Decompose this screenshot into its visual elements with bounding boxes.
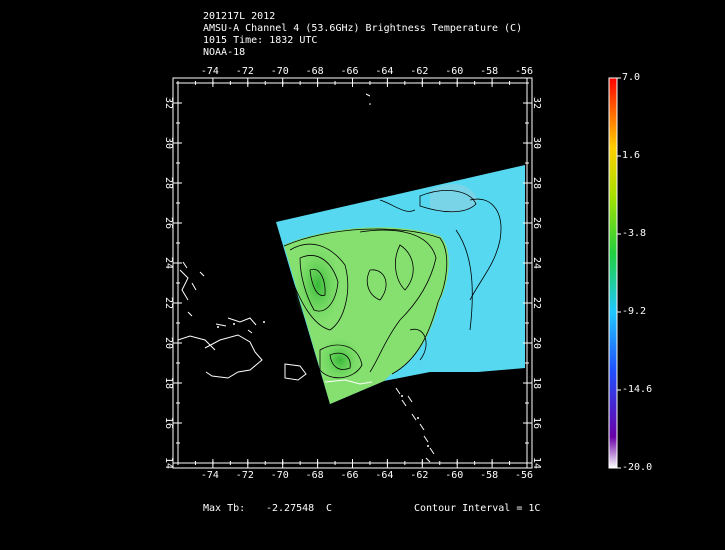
lat-label-left: 22 [163,296,174,310]
lon-label-bottom: -66 [340,470,359,481]
axis-ticks [173,78,532,468]
lon-label-bottom: -62 [410,470,429,481]
coast-hispaniola-north [227,317,257,326]
island-dots [217,103,429,447]
coastlines [178,93,435,463]
colorbar-label: -14.6 [622,384,653,395]
colorbar-label: 1.6 [622,150,641,161]
lat-label-left: 26 [163,216,174,230]
coast-lesser-antilles [395,387,435,463]
coast-cuba [178,335,216,351]
lat-label-left: 30 [163,136,174,150]
max-tb-unit: C [326,503,333,514]
coast-puerto-rico [284,363,307,381]
lon-label-top: -60 [445,66,464,77]
lat-label-left: 28 [163,176,174,190]
lon-label-top: -72 [235,66,254,77]
lon-label-bottom: -58 [480,470,499,481]
title-line-4: NOAA-18 [203,47,246,58]
colorbar-label: -20.0 [622,462,653,473]
colorbar [608,77,618,469]
lon-label-top: -68 [305,66,324,77]
colorbar-label: 7.0 [622,72,641,83]
max-tb-value: -2.27548 [266,503,315,514]
lat-label-left: 20 [163,336,174,350]
lat-label-left: 32 [163,96,174,110]
lat-label-right: 28 [531,176,542,190]
coast-pr-south [324,379,373,385]
warm-core-north [294,243,342,327]
max-tb-label: Max Tb: [203,503,246,514]
colorbar-label: -9.2 [622,306,647,317]
warm-core-south [318,336,362,384]
lat-label-left: 18 [163,376,174,390]
lon-label-top: -66 [340,66,359,77]
lat-label-right: 22 [531,296,542,310]
lat-label-right: 20 [531,336,542,350]
lon-label-top: -58 [480,66,499,77]
title-line-3: 1015 Time: 1832 UTC [203,35,318,46]
lon-label-top: -74 [200,66,219,77]
lon-label-bottom: -56 [515,470,534,481]
lon-label-bottom: -74 [200,470,219,481]
lon-label-bottom: -72 [235,470,254,481]
cool-patch [430,184,478,213]
lat-label-left: 24 [163,256,174,270]
lat-label-right: 24 [531,256,542,270]
lat-label-left: 16 [163,416,174,430]
title-line-2: AMSU-A Channel 4 (53.6GHz) Brightness Te… [203,23,523,34]
lat-label-left: 14 [163,456,174,470]
lon-label-bottom: -64 [375,470,394,481]
coast-bahamas [179,261,205,317]
colorbar-label: -3.8 [622,228,647,239]
lon-label-top: -64 [375,66,394,77]
coast-hispaniola [204,334,263,379]
contour-interval: Contour Interval = 1C [414,503,541,514]
lon-label-bottom: -70 [270,470,289,481]
lon-label-bottom: -68 [305,470,324,481]
contour-lines [283,190,502,379]
lon-label-top: -62 [410,66,429,77]
lat-label-right: 32 [531,96,542,110]
lon-label-top: -56 [515,66,534,77]
lon-label-top: -70 [270,66,289,77]
lat-label-right: 18 [531,376,542,390]
lat-label-right: 26 [531,216,542,230]
lat-label-right: 16 [531,416,542,430]
lon-label-bottom: -60 [445,470,464,481]
lat-label-right: 30 [531,136,542,150]
coast-jamaica [215,323,253,334]
colorbar-ticks [617,77,621,469]
lat-label-right: 14 [531,456,542,470]
title-line-1: 201217L 2012 [203,11,276,22]
